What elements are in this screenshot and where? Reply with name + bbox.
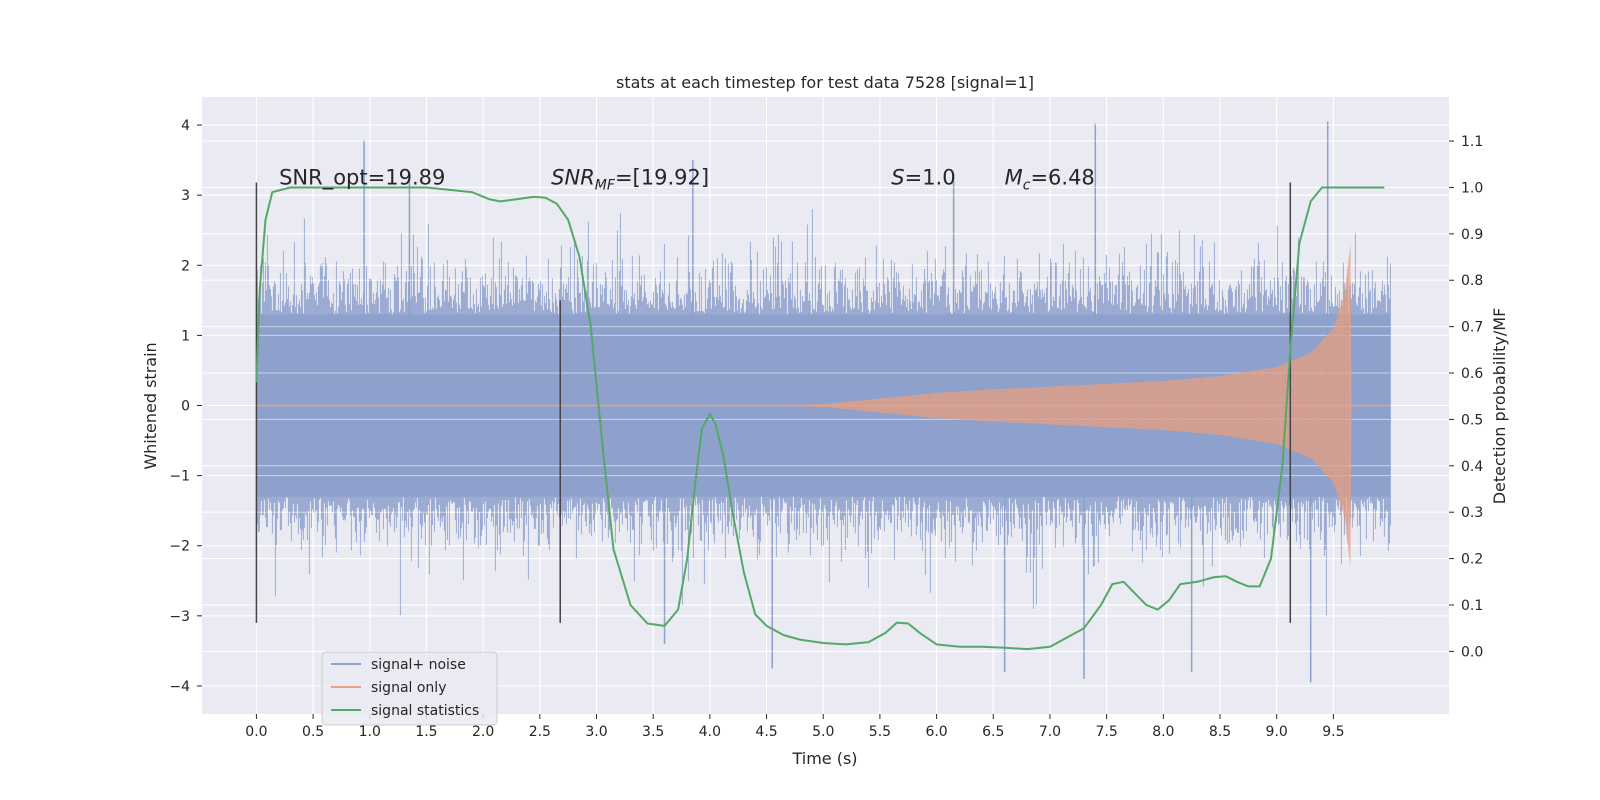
annotation-subscript: MF [595,178,616,194]
y-tick-label: 1 [181,328,190,344]
x-tick-label: 7.0 [1039,724,1061,740]
annotation-2: S=1.0 [891,166,955,190]
annotation-main: S [891,166,904,190]
annotation-main: SNR [551,166,595,190]
x-tick-label: 1.5 [415,724,437,740]
y2-axis-title: Detection probability/MF [1490,308,1509,505]
x-tick-label: 5.0 [812,724,834,740]
legend: signal+ noise signal only signal statist… [321,651,498,726]
axis-layer: 0.0 0.5 1.0 1.5 2.0 2.5 3.0 3.5 4.0 4.5 5.0 5.5 6.0 6… [169,118,1483,740]
annotation-value: =[19.92] [615,166,709,190]
signal-statistics-line [255,186,1385,651]
stats-series-layer [255,186,1385,651]
x-tick-label: 4.5 [755,724,777,740]
y2-tick-label: 0.1 [1461,598,1483,614]
y2-tick-label: 1.1 [1461,134,1483,150]
y-tick-label: −3 [169,609,190,625]
y-tick-label: 4 [181,118,190,134]
x-tick-label: 3.5 [642,724,664,740]
x-tick-label: 7.5 [1096,724,1118,740]
x-tick-label: 1.0 [359,724,381,740]
y2-tick-label: 0.3 [1461,505,1483,521]
annotation-layer: SNR_opt=19.89 SNRMF=[19.92] S=1.0 Mc=6.48 [279,166,1095,194]
signal-series-layer [256,244,1391,567]
chart-title: stats at each timestep for test data 752… [616,73,1034,92]
annotation-3: Mc=6.48 [1005,166,1095,194]
annotation-subscript: c [1023,178,1031,194]
legend-box [321,651,498,726]
y2-tick-label: 0.7 [1461,320,1483,336]
x-tick-label: 2.5 [529,724,551,740]
y-axis-title: Whitened strain [141,342,160,469]
x-tick-label: 8.5 [1209,724,1231,740]
legend-label-noise: signal+ noise [371,657,466,673]
x-tick-label: 4.0 [699,724,721,740]
x-tick-label: 0.5 [302,724,324,740]
vertical-lines-layer [255,182,1292,623]
y2-tick-label: 0.5 [1461,412,1483,428]
y2-tick-label: 0.8 [1461,273,1483,289]
legend-label-stats: signal statistics [371,703,479,719]
y-tick-label: −1 [169,469,190,485]
annotation-main: SNR_opt=19.89 [279,166,445,191]
x-tick-label: 0.0 [245,724,267,740]
x-tick-label: 5.5 [869,724,891,740]
x-tick-label: 9.5 [1322,724,1344,740]
x-tick-label: 3.0 [585,724,607,740]
x-tick-label: 8.0 [1152,724,1174,740]
annotation-value: =6.48 [1030,166,1094,190]
annotation-1: SNRMF=[19.92] [551,166,709,194]
y-tick-label: −2 [169,539,190,555]
y2-tick-label: 0.9 [1461,227,1483,243]
y-tick-label: 0 [181,399,190,415]
y-tick-label: −4 [169,679,190,695]
x-tick-label: 6.0 [925,724,947,740]
y2-tick-label: 0.4 [1461,459,1483,475]
x-axis-title: Time (s) [791,749,857,768]
y2-tick-label: 0.6 [1461,366,1483,382]
y2-tick-label: 0.0 [1461,644,1483,660]
x-tick-label: 6.5 [982,724,1004,740]
y-tick-label: 2 [181,258,190,274]
annotation-0: SNR_opt=19.89 [279,166,445,191]
annotation-main: M [1005,166,1023,190]
x-tick-label: 2.0 [472,724,494,740]
legend-label-signal: signal only [371,680,446,696]
y2-tick-label: 0.2 [1461,552,1483,568]
y-tick-label: 3 [181,188,190,204]
annotation-value: =1.0 [905,166,956,190]
y2-tick-label: 1.0 [1461,180,1483,196]
x-tick-label: 9.0 [1266,724,1288,740]
